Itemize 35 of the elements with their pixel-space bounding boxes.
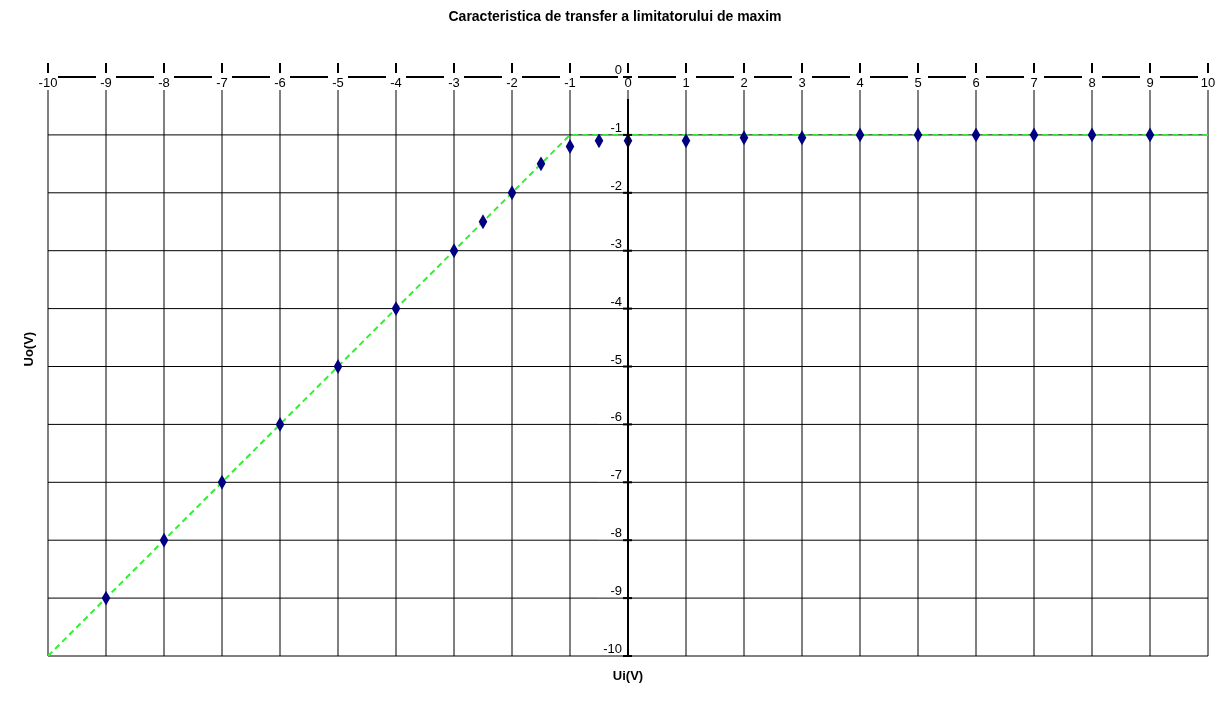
x-tick-label: -9 [100, 75, 112, 90]
y-tick-label: -6 [610, 409, 622, 425]
x-tick-label: 7 [1030, 75, 1038, 90]
y-tick-label: -3 [610, 235, 622, 251]
x-tick-label: 2 [740, 75, 748, 90]
x-tick-label: -2 [506, 75, 518, 90]
x-tick-label: -8 [158, 75, 170, 90]
x-tick-label: 10 [1200, 75, 1216, 90]
y-tick-label: -8 [610, 525, 622, 541]
x-tick-label: 5 [914, 75, 922, 90]
y-axis-title: Uo(V) [20, 331, 36, 367]
chart-title: Caracteristica de transfer a limitatorului de maxim [447, 8, 783, 24]
y-tick-label: -4 [610, 293, 622, 309]
x-tick-label: -4 [390, 75, 402, 90]
x-tick-label: 4 [856, 75, 864, 90]
x-tick-label: 1 [682, 75, 690, 90]
x-tick-label: 0 [624, 75, 632, 90]
y-tick-label: -10 [603, 641, 622, 656]
y-tick-label: -1 [610, 119, 622, 135]
x-tick-label: 9 [1146, 75, 1154, 90]
x-tick-label: -6 [274, 75, 286, 90]
y-tick-label: -2 [610, 177, 622, 193]
x-tick-label: -3 [448, 75, 460, 90]
x-tick-label: 6 [972, 75, 980, 90]
x-tick-label: -7 [216, 75, 228, 90]
x-tick-label: -10 [38, 75, 58, 90]
y-tick-label: -7 [610, 467, 622, 483]
x-tick-label: -1 [564, 75, 576, 90]
x-tick-label: -5 [332, 75, 344, 90]
x-axis-title: Ui(V) [611, 668, 645, 683]
x-tick-label: 3 [798, 75, 806, 90]
x-tick-label: 8 [1088, 75, 1096, 90]
y-tick-label: -5 [610, 351, 622, 367]
y-tick-label: -9 [610, 583, 622, 599]
y-tick-label: 0 [614, 62, 622, 77]
